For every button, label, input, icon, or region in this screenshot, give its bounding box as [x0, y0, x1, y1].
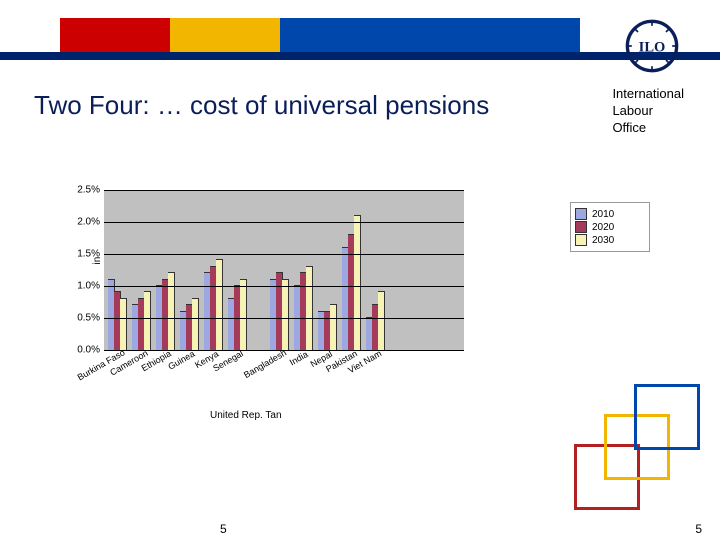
y-tick: 1.0% — [77, 281, 104, 292]
bar — [216, 259, 223, 350]
bar — [144, 291, 151, 350]
chart-mid-label: United Rep. Tan — [210, 410, 282, 421]
y-tick: 0.5% — [77, 313, 104, 324]
header-underline — [0, 52, 720, 60]
legend-item: 2010 — [575, 208, 645, 220]
chart-bars: Burkina FasoCameroonEthiopiaGuineaKenyaS… — [104, 190, 464, 350]
header-bar — [0, 0, 720, 60]
bar — [330, 304, 337, 350]
org-line1: International — [612, 86, 684, 101]
chart-legend: 201020202030 — [570, 202, 650, 252]
bar — [282, 279, 289, 350]
page-number-right: 5 — [695, 522, 702, 536]
organization-label: International Labour Office — [612, 86, 684, 137]
chart-plot-area: Burkina FasoCameroonEthiopiaGuineaKenyaS… — [104, 190, 464, 350]
org-line3: Office — [612, 120, 646, 135]
y-tick: 0.0% — [77, 345, 104, 356]
legend-item: 2020 — [575, 221, 645, 233]
x-tick-label: Bangladesh — [242, 348, 288, 380]
x-tick-label: India — [288, 349, 310, 367]
bar — [240, 279, 247, 350]
decorative-squares — [580, 400, 700, 510]
bar — [120, 298, 127, 350]
decor-square — [634, 384, 700, 450]
bar — [378, 291, 385, 350]
y-tick: 2.5% — [77, 185, 104, 196]
org-line2: Labour — [612, 103, 652, 118]
y-tick: 1.5% — [77, 249, 104, 260]
ilo-logo-icon: ILO — [624, 18, 680, 74]
slide-title: Two Four: … cost of universal pensions — [34, 90, 489, 121]
x-tick-label: Guinea — [166, 349, 196, 372]
svg-text:ILO: ILO — [639, 40, 666, 56]
page-number-left: 5 — [220, 522, 227, 536]
bar — [192, 298, 199, 350]
legend-item: 2030 — [575, 234, 645, 246]
header-block-red — [60, 18, 170, 52]
header-block-blue — [280, 18, 580, 52]
pension-cost-chart: Burkina FasoCameroonEthiopiaGuineaKenyaS… — [60, 190, 560, 430]
bar — [354, 215, 361, 350]
header-block-yellow — [170, 18, 280, 52]
y-tick: 2.0% — [77, 217, 104, 228]
bar — [306, 266, 313, 350]
bar — [168, 272, 175, 350]
